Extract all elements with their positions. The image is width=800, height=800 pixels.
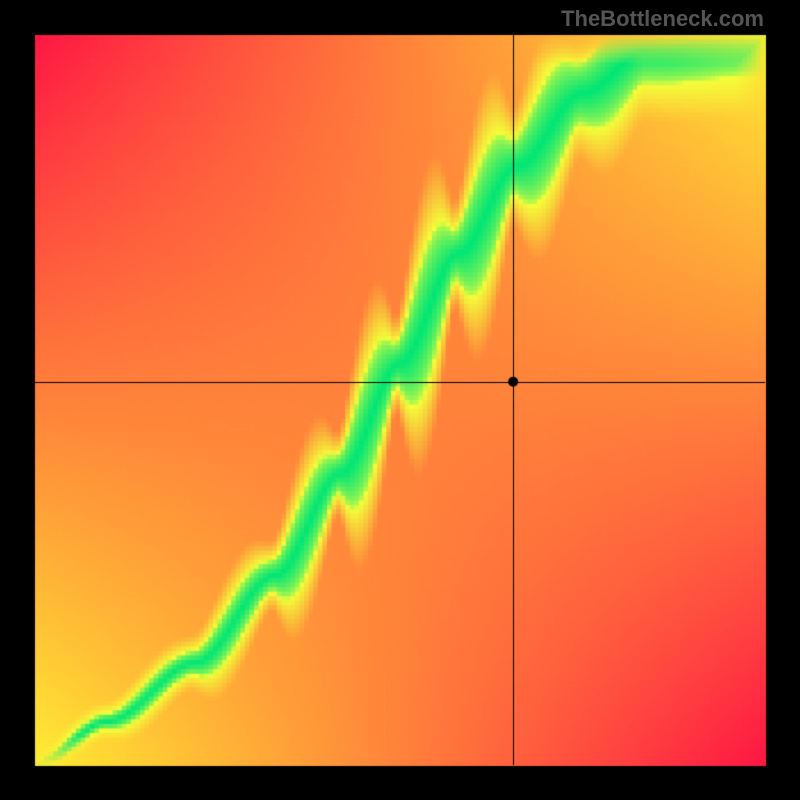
- chart-container: TheBottleneck.com: [0, 0, 800, 800]
- bottleneck-heatmap-canvas: [0, 0, 800, 800]
- watermark-text: TheBottleneck.com: [561, 6, 764, 32]
